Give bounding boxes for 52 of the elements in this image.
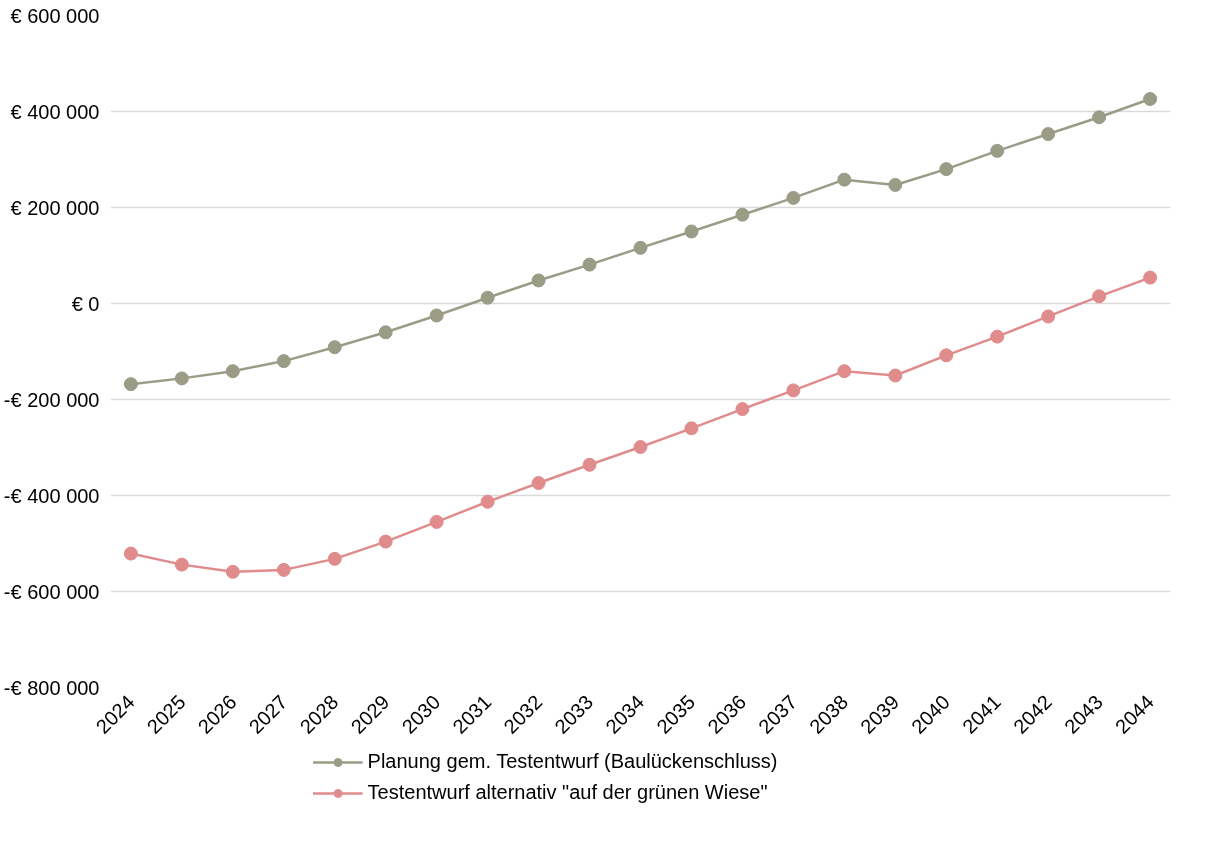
y-tick-label: -€ 200 000	[3, 388, 100, 411]
point	[531, 476, 546, 491]
point	[837, 172, 852, 187]
point	[429, 308, 444, 323]
point	[174, 371, 189, 386]
point	[1143, 92, 1158, 107]
point	[276, 354, 291, 369]
point	[225, 364, 240, 379]
legend-label: Testentwurf alternativ "auf der grünen Wiese"	[367, 781, 768, 804]
legend-label: Planung gem. Testentwurf (Baulückenschluss)	[367, 750, 778, 773]
y-tick-label: -€ 800 000	[3, 676, 100, 699]
point	[633, 440, 648, 455]
point	[582, 457, 597, 472]
point	[684, 224, 699, 239]
point	[480, 290, 495, 305]
point	[378, 534, 393, 549]
point	[888, 368, 903, 383]
point	[327, 551, 342, 566]
point	[378, 325, 393, 340]
point	[1092, 289, 1107, 304]
y-tick-label: -€ 400 000	[3, 484, 100, 507]
point	[1041, 309, 1056, 324]
y-tick-label: € 0	[71, 292, 100, 315]
point	[531, 273, 546, 288]
point	[1092, 110, 1107, 125]
point	[123, 377, 138, 392]
point	[123, 546, 138, 561]
point	[939, 162, 954, 177]
point	[480, 494, 495, 509]
point	[786, 190, 801, 205]
point	[837, 364, 852, 379]
point	[735, 402, 750, 417]
point	[225, 564, 240, 579]
y-tick-label: -€ 600 000	[3, 580, 100, 603]
point	[1041, 127, 1056, 142]
point	[174, 557, 189, 572]
y-tick-label: € 400 000	[10, 100, 100, 123]
point	[684, 421, 699, 436]
point	[582, 257, 597, 272]
y-tick-label: € 600 000	[10, 4, 100, 27]
point	[735, 207, 750, 222]
point	[429, 514, 444, 529]
point	[1143, 270, 1158, 285]
point	[327, 340, 342, 355]
point	[888, 177, 903, 192]
y-tick-label: € 200 000	[10, 196, 100, 219]
point	[990, 329, 1005, 344]
point	[276, 562, 291, 577]
point	[990, 143, 1005, 158]
point	[939, 348, 954, 363]
point	[786, 383, 801, 398]
point	[633, 240, 648, 255]
